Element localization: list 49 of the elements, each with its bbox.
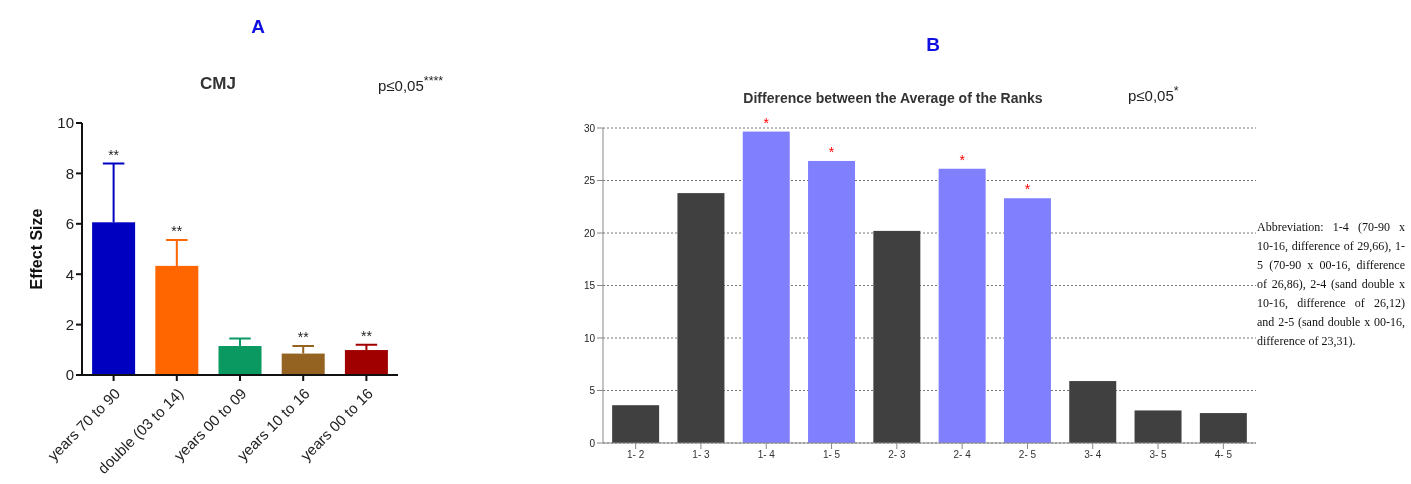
x-tick-label: 4- 5 [1214, 449, 1233, 461]
bar [677, 193, 725, 443]
bar [1134, 410, 1182, 443]
x-tick-label: 2- 3 [888, 449, 906, 461]
y-tick-label: 10 [583, 332, 596, 344]
y-tick-label: 5 [589, 385, 596, 397]
bar [1069, 381, 1117, 443]
chart-title: B [925, 34, 941, 56]
y-axis-title: Effect Size [27, 208, 45, 290]
bar [742, 131, 790, 443]
y-tick-label: 0 [65, 366, 74, 384]
annotation: * [1024, 181, 1031, 198]
annotation: ** [108, 146, 120, 163]
annotation: * [763, 114, 770, 131]
bar [1199, 413, 1247, 443]
bar [612, 405, 660, 443]
y-tick-label: 8 [65, 164, 74, 182]
text: p≤0,05$^{*}$ [1128, 84, 1179, 104]
bar [873, 230, 921, 443]
y-tick-label: 4 [65, 265, 74, 283]
chart-subtitle: Difference between the Average of the Ranks [743, 90, 1043, 106]
x-tick-label: 2- 4 [953, 449, 972, 461]
y-tick-label: 10 [57, 114, 74, 132]
x-tick-label: 3- 4 [1084, 449, 1102, 461]
y-tick-label: 6 [65, 215, 74, 233]
x-tick-label: 3- 5 [1149, 449, 1168, 461]
x-tick-label: 1- 5 [822, 449, 841, 461]
annotation: * [828, 143, 835, 160]
x-tick-label: 1- 2 [627, 449, 645, 461]
y-tick-label: 2 [65, 315, 74, 333]
bar [1003, 198, 1051, 443]
y-tick-label: 25 [583, 175, 596, 187]
annotation: ** [171, 222, 183, 239]
annotation: * [959, 151, 966, 168]
y-tick-label: 30 [583, 122, 596, 134]
chart-subtitle: CMJ [200, 74, 236, 93]
text: p≤0,05$^{****}$ [378, 74, 444, 94]
x-tick-label: 1- 3 [692, 449, 710, 461]
bar [808, 160, 856, 443]
text: Abbreviation: 1-4 (70-90 x 10-16, difference of 29,66), 1-5 (70-90 x 00-16, difference of 26,86), 2-4 (sand double x 10-16, difference of 26,12) and 2-5 (sand double x 00-16, difference of 23,31). [1257, 219, 1405, 350]
annotation: ** [360, 327, 373, 344]
y-tick-label: 20 [583, 227, 596, 239]
y-tick-label: 15 [583, 280, 596, 292]
bar [938, 168, 986, 443]
y-tick-label: 0 [589, 437, 596, 449]
chart-title: A [250, 16, 266, 38]
annotation: ** [297, 329, 310, 346]
x-tick-label: 2- 5 [1018, 449, 1037, 461]
x-tick-label: 1- 4 [757, 449, 776, 461]
